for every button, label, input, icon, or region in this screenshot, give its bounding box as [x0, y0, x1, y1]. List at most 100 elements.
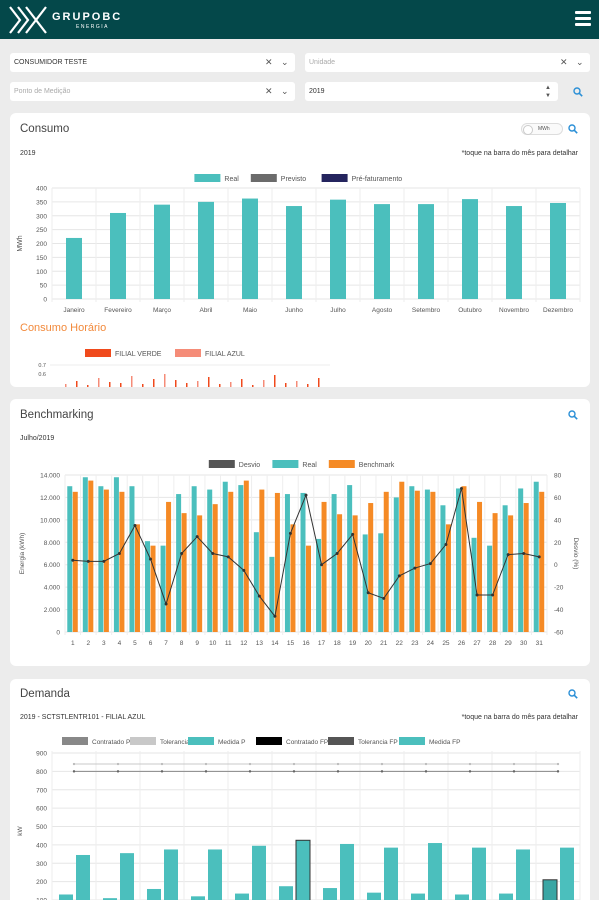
deviation-point[interactable]	[413, 566, 417, 570]
bar-measured-fp[interactable]	[428, 843, 442, 900]
bar[interactable]	[462, 199, 478, 299]
bar-real[interactable]	[253, 532, 259, 632]
consumption-chart[interactable]: Real Previsto Pré-faturamento 0 50 100 150 200 2…	[10, 168, 590, 318]
bar-real[interactable]	[518, 488, 524, 632]
bar-measured-fp[interactable]	[472, 847, 486, 900]
bar-real[interactable]	[347, 485, 353, 632]
legend-label[interactable]: Contratado FP	[286, 739, 328, 746]
contracted-point[interactable]	[512, 770, 516, 773]
legend-swatch[interactable]	[272, 460, 299, 468]
legend-swatch[interactable]	[208, 460, 235, 468]
bar-measured-p[interactable]	[59, 894, 73, 900]
legend-label[interactable]: FILIAL VERDE	[115, 351, 162, 358]
contracted-point[interactable]	[380, 770, 384, 773]
deviation-point[interactable]	[86, 559, 90, 563]
bar-measured-fp[interactable]	[384, 847, 398, 900]
bar-benchmark[interactable]	[383, 491, 389, 632]
bar-benchmark[interactable]	[274, 492, 280, 632]
bar-measured-p[interactable]	[323, 888, 337, 900]
bar[interactable]	[120, 383, 122, 387]
bar-real[interactable]	[269, 556, 275, 632]
benchmarking-chart[interactable]: Desvio Real Benchmark 0 2.000 4.000 6.000 8.000…	[10, 454, 590, 666]
deviation-point[interactable]	[133, 523, 137, 527]
chevron-down-icon[interactable]: ⌄	[281, 57, 289, 67]
bar-measured-fp[interactable]	[340, 843, 354, 900]
bar-benchmark[interactable]	[492, 513, 498, 632]
bar[interactable]	[550, 202, 566, 299]
deviation-point[interactable]	[351, 532, 355, 536]
bar-benchmark[interactable]	[523, 503, 529, 632]
bar-real[interactable]	[207, 489, 213, 632]
bar-real[interactable]	[300, 492, 306, 632]
bar-measured-fp[interactable]	[164, 849, 178, 900]
deviation-point[interactable]	[428, 562, 432, 566]
bar-real[interactable]	[160, 545, 166, 632]
deviation-point[interactable]	[304, 493, 308, 497]
year-input[interactable]: 2019 ▲ ▼	[305, 82, 558, 101]
bar[interactable]	[230, 382, 232, 387]
deviation-point[interactable]	[117, 552, 121, 555]
chevron-down-icon[interactable]: ⌄	[281, 86, 289, 96]
bar-measured-fp[interactable]	[295, 839, 311, 900]
bar-real[interactable]	[378, 533, 384, 632]
legend-swatch[interactable]	[130, 737, 156, 745]
tolerance-point[interactable]	[204, 762, 208, 766]
unit-select[interactable]: Unidade ✕ ⌄	[305, 53, 590, 72]
bar-benchmark[interactable]	[430, 491, 436, 632]
bar-benchmark[interactable]	[166, 501, 172, 632]
legend-label[interactable]: Previsto	[281, 176, 306, 183]
legend-swatch[interactable]	[328, 737, 354, 745]
legend-label[interactable]: Contratado P	[92, 739, 130, 746]
bar[interactable]	[418, 204, 434, 299]
legend-label[interactable]: Tolerancia FP	[358, 739, 398, 746]
bar-real[interactable]	[424, 489, 430, 632]
tolerance-point[interactable]	[336, 762, 340, 766]
contracted-point[interactable]	[116, 770, 120, 773]
bar-real[interactable]	[67, 486, 73, 632]
search-icon[interactable]	[568, 410, 578, 420]
bar-benchmark[interactable]	[259, 489, 265, 632]
bar[interactable]	[154, 204, 170, 299]
bar[interactable]	[219, 384, 221, 387]
bar-benchmark[interactable]	[539, 491, 545, 632]
legend-label[interactable]: Tolerancia P	[160, 739, 196, 746]
contracted-point[interactable]	[468, 770, 472, 773]
bar-real[interactable]	[471, 537, 477, 632]
tolerance-point[interactable]	[292, 762, 296, 766]
legend-swatch[interactable]	[85, 349, 111, 357]
bar-benchmark[interactable]	[445, 524, 451, 632]
bar-benchmark[interactable]	[119, 491, 125, 632]
bar[interactable]	[110, 212, 126, 299]
legend-label[interactable]: Medida P	[218, 739, 245, 746]
deviation-point[interactable]	[475, 593, 479, 597]
bar[interactable]	[252, 385, 254, 387]
deviation-point[interactable]	[382, 596, 386, 600]
clear-icon[interactable]: ✕	[560, 57, 568, 67]
deviation-point[interactable]	[288, 531, 292, 535]
bar[interactable]	[65, 384, 67, 387]
bar[interactable]	[296, 381, 298, 387]
bar-measured-fp[interactable]	[120, 853, 134, 900]
contracted-point[interactable]	[424, 770, 428, 773]
bar-benchmark[interactable]	[88, 480, 94, 632]
search-icon[interactable]	[568, 124, 578, 134]
bar[interactable]	[318, 378, 320, 387]
legend-swatch[interactable]	[188, 737, 214, 745]
contracted-point[interactable]	[248, 770, 252, 773]
tolerance-point[interactable]	[424, 762, 428, 766]
tolerance-point[interactable]	[380, 762, 384, 766]
bar-real[interactable]	[316, 538, 322, 632]
bar-measured-p[interactable]	[499, 893, 513, 900]
legend-swatch[interactable]	[194, 174, 221, 182]
deviation-point[interactable]	[211, 552, 215, 555]
bar[interactable]	[506, 206, 522, 299]
legend-swatch[interactable]	[256, 737, 282, 745]
bar-benchmark[interactable]	[368, 503, 374, 632]
bar[interactable]	[208, 377, 210, 387]
bar-measured-fp[interactable]	[516, 849, 530, 900]
bar[interactable]	[131, 376, 133, 387]
bar-measured-p[interactable]	[411, 893, 425, 900]
bar-real[interactable]	[98, 486, 104, 632]
bar-measured-p[interactable]	[191, 896, 205, 900]
bar-measured-fp[interactable]	[252, 845, 266, 900]
